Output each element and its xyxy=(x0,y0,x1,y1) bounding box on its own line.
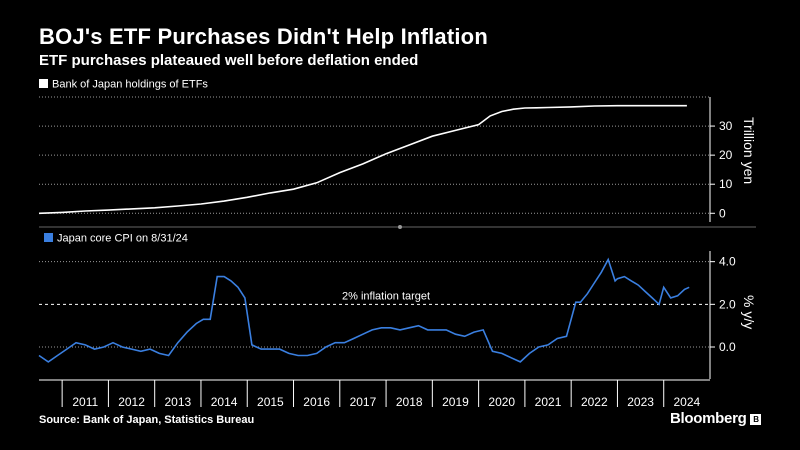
cpi-y-axis-label: % y/y xyxy=(741,295,757,329)
etf-y-axis-label: Trillion yen xyxy=(741,117,757,184)
etf-tick-label: 30 xyxy=(719,119,733,133)
x-tick-label: 2011 xyxy=(72,395,98,409)
cpi-panel: Japan core CPI on 8/31/24 0.0 2.0 4.0 2% i… xyxy=(38,233,757,379)
etf-gridlines xyxy=(39,96,710,214)
chart-title: BOJ's ETF Purchases Didn't Help Inflatio… xyxy=(39,24,488,49)
x-tick-label: 2013 xyxy=(164,395,191,409)
panel-separator-handle xyxy=(398,225,402,229)
etf-holdings-line xyxy=(38,104,687,215)
bloomberg-logo: Bloomberg B xyxy=(670,410,762,427)
x-tick-label: 2012 xyxy=(118,395,145,409)
cpi-legend-swatch xyxy=(44,233,53,242)
x-tick-label: 2015 xyxy=(257,395,284,409)
chart-subtitle: ETF purchases plateaued well before defl… xyxy=(39,52,419,69)
etf-y-ticks: 0 10 20 30 xyxy=(710,119,733,220)
etf-legend-swatch xyxy=(39,79,48,88)
etf-panel: Bank of Japan holdings of ETFs 0 10 20 30 T… xyxy=(38,79,757,222)
x-tick-label: 2014 xyxy=(211,395,238,409)
etf-tick-label: 20 xyxy=(719,148,733,162)
bloomberg-logo-icon: B xyxy=(750,414,762,425)
cpi-legend-label: Japan core CPI on 8/31/24 xyxy=(57,233,188,245)
x-tick-label: 2024 xyxy=(674,395,701,409)
cpi-tick-label: 4.0 xyxy=(719,255,736,269)
x-tick-label: 2017 xyxy=(350,395,377,409)
x-tick-label: 2022 xyxy=(581,395,608,409)
x-axis-ticks: 2011 2012 2013 2014 2015 2016 2017 2018 2019 2020… xyxy=(61,380,701,409)
core-cpi-line xyxy=(38,257,690,363)
x-tick-label: 2020 xyxy=(488,395,515,409)
cpi-gridlines xyxy=(39,261,710,348)
etf-tick-label: 0 xyxy=(719,206,726,220)
x-tick-label: 2016 xyxy=(303,395,330,409)
x-tick-label: 2023 xyxy=(627,395,654,409)
etf-tick-label: 10 xyxy=(719,177,733,191)
x-tick-label: 2021 xyxy=(535,395,562,409)
x-tick-label: 2018 xyxy=(396,395,423,409)
cpi-tick-label: 2.0 xyxy=(719,297,736,311)
cpi-y-ticks: 0.0 2.0 4.0 xyxy=(710,255,736,354)
x-tick-label: 2019 xyxy=(442,395,469,409)
cpi-tick-label: 0.0 xyxy=(719,340,736,354)
source-note: Source: Bank of Japan, Statistics Bureau xyxy=(39,414,255,426)
etf-legend-label: Bank of Japan holdings of ETFs xyxy=(52,79,208,91)
inflation-target-label: 2% inflation target xyxy=(342,290,430,302)
